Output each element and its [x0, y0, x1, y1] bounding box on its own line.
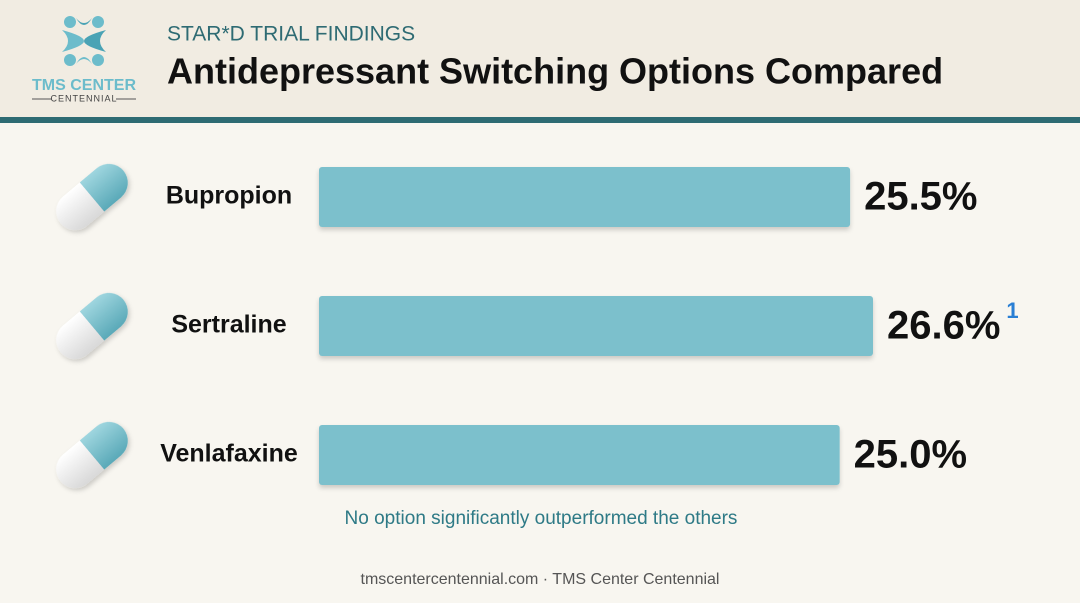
- pill-half: [79, 292, 128, 341]
- chart-title: Antidepressant Switching Options Compare…: [167, 51, 943, 92]
- pill-half: [79, 421, 128, 470]
- pill-half: [79, 163, 128, 212]
- bar: [319, 296, 873, 356]
- value-label: 25.5%: [864, 175, 977, 219]
- source: tmscentercentennial.com · TMS Center Cen…: [361, 571, 720, 588]
- pill-icon: [56, 163, 128, 231]
- bar: [319, 167, 851, 227]
- footnote-mark: 1: [1006, 298, 1018, 323]
- logo-icon: [62, 16, 106, 66]
- header-bg: [0, 0, 1080, 117]
- value-label: 26.6%: [887, 304, 1000, 348]
- category-label: Sertraline: [171, 311, 286, 339]
- logo-sub: CENTENNIAL: [50, 93, 117, 103]
- pill-half: [56, 311, 105, 360]
- chart-subtitle: STAR*D TRIAL FINDINGS: [167, 23, 415, 46]
- pill-half: [56, 440, 105, 489]
- pill-icon: [56, 292, 128, 360]
- bar: [319, 425, 840, 485]
- note: No option significantly outperformed the…: [345, 508, 738, 529]
- value-label: 25.0%: [854, 433, 967, 477]
- logo-name: TMS CENTER: [32, 77, 136, 94]
- header-rule: [0, 117, 1080, 123]
- category-label: Venlafaxine: [160, 440, 298, 468]
- pill-half: [56, 182, 105, 231]
- pill-icon: [56, 421, 128, 489]
- category-label: Bupropion: [166, 182, 292, 210]
